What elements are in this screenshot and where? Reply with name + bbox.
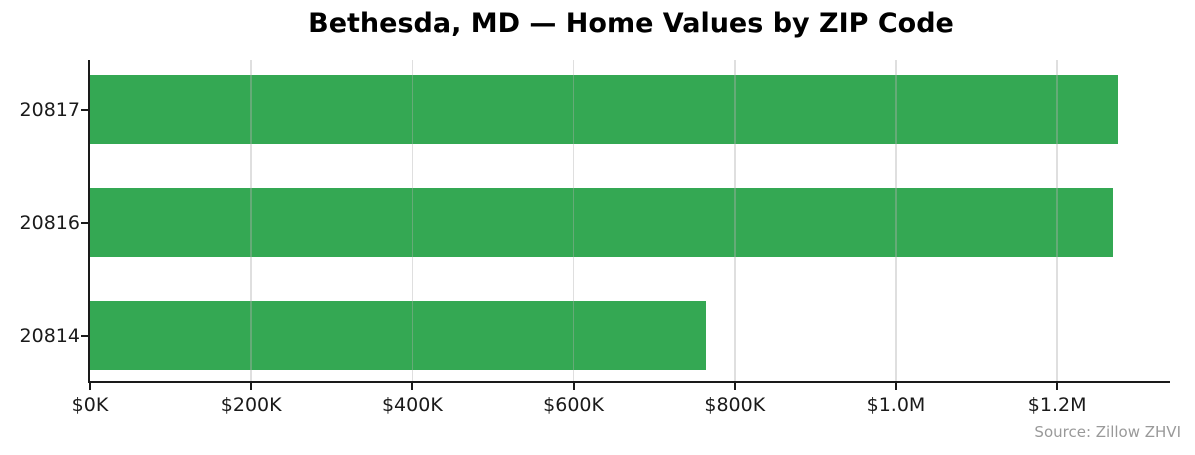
x-tick-200000 — [250, 383, 253, 390]
x-tick-1000000 — [894, 383, 897, 390]
x-tick-label-0: $0K — [71, 394, 109, 416]
x-tick-label-1000000: $1.0M — [866, 394, 926, 416]
gridline-x-800000 — [734, 60, 736, 381]
gridline-x-1200000 — [1056, 60, 1058, 381]
x-tick-600000 — [572, 383, 575, 390]
chart-title: Bethesda, MD — Home Values by ZIP Code — [308, 8, 954, 39]
y-tick-20816 — [81, 221, 88, 224]
x-tick-0 — [89, 383, 91, 390]
gridline-x-400000 — [411, 60, 414, 381]
y-tick-label-20814: 20814 — [19, 324, 80, 347]
source-note: Source: Zillow ZHVI — [1034, 423, 1181, 441]
x-tick-1200000 — [1056, 383, 1059, 390]
bar-20817 — [90, 75, 1118, 144]
gridline-x-200000 — [250, 60, 252, 381]
gridline-x-600000 — [572, 60, 575, 381]
x-tick-label-1200000: $1.2M — [1027, 394, 1087, 416]
bar-20816 — [90, 188, 1113, 257]
x-tick-label-400000: $400K — [381, 394, 443, 416]
x-tick-800000 — [733, 383, 736, 390]
y-tick-20814 — [81, 334, 88, 337]
x-tick-label-600000: $600K — [543, 394, 604, 416]
x-tick-400000 — [411, 383, 414, 390]
plot-area — [88, 60, 1170, 383]
y-tick-label-20817: 20817 — [19, 98, 80, 121]
x-tick-label-200000: $200K — [220, 394, 282, 416]
x-tick-label-800000: $800K — [704, 394, 766, 416]
y-tick-label-20816: 20816 — [19, 211, 80, 234]
y-tick-20817 — [81, 108, 88, 111]
bar-20814 — [90, 301, 706, 370]
gridline-x-1000000 — [895, 60, 897, 381]
